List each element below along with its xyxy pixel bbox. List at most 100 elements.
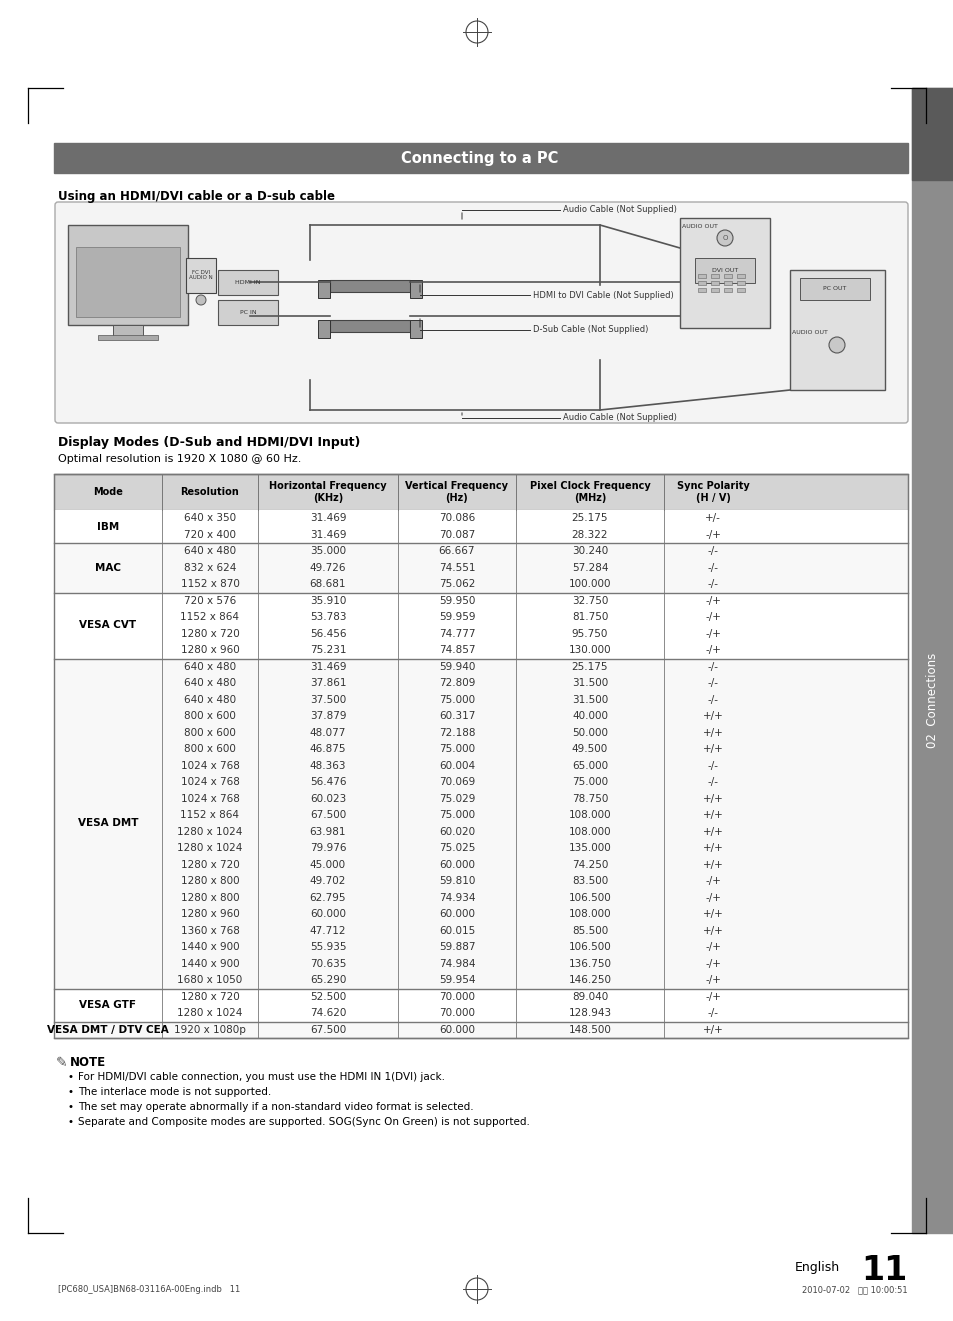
Text: 60.000: 60.000 xyxy=(438,909,475,919)
Text: 1360 x 768: 1360 x 768 xyxy=(180,926,239,935)
Text: -/-: -/- xyxy=(707,761,718,770)
Text: 100.000: 100.000 xyxy=(568,579,611,589)
Text: 1280 x 960: 1280 x 960 xyxy=(180,909,239,919)
Bar xyxy=(737,273,744,277)
Text: +/+: +/+ xyxy=(702,926,722,935)
Text: 75.025: 75.025 xyxy=(438,843,475,853)
Text: 1280 x 800: 1280 x 800 xyxy=(180,876,239,886)
Text: +/+: +/+ xyxy=(702,909,722,919)
Bar xyxy=(723,273,731,277)
Text: +/+: +/+ xyxy=(702,827,722,836)
Text: 31.469: 31.469 xyxy=(310,662,346,672)
Text: 74.777: 74.777 xyxy=(438,629,475,639)
Bar xyxy=(710,288,719,292)
Bar xyxy=(698,288,705,292)
Text: •: • xyxy=(68,1073,74,1082)
Text: 45.000: 45.000 xyxy=(310,860,346,869)
Text: 800 x 600: 800 x 600 xyxy=(184,711,235,721)
Bar xyxy=(218,269,277,295)
Text: The interlace mode is not supported.: The interlace mode is not supported. xyxy=(78,1087,271,1096)
Bar xyxy=(68,225,188,325)
Text: 60.023: 60.023 xyxy=(310,794,346,803)
Text: DVI OUT: DVI OUT xyxy=(711,267,738,272)
Text: AUDIO OUT: AUDIO OUT xyxy=(791,329,827,334)
Text: 640 x 480: 640 x 480 xyxy=(184,678,235,688)
Text: 1280 x 720: 1280 x 720 xyxy=(180,860,239,869)
Bar xyxy=(54,510,907,543)
Text: 72.188: 72.188 xyxy=(438,728,475,737)
Text: -/+: -/+ xyxy=(704,530,720,540)
Text: 135.000: 135.000 xyxy=(568,843,611,853)
Text: 1680 x 1050: 1680 x 1050 xyxy=(177,975,242,985)
Text: Mode: Mode xyxy=(93,487,123,497)
Text: 85.500: 85.500 xyxy=(571,926,607,935)
Text: 720 x 576: 720 x 576 xyxy=(184,596,236,606)
Text: 30.240: 30.240 xyxy=(571,547,607,556)
Text: 1024 x 768: 1024 x 768 xyxy=(180,777,239,787)
Text: 59.950: 59.950 xyxy=(438,596,475,606)
Circle shape xyxy=(828,337,844,353)
Text: 75.029: 75.029 xyxy=(438,794,475,803)
Text: 46.875: 46.875 xyxy=(310,744,346,754)
Bar xyxy=(218,300,277,325)
Text: Sync Polarity
(H / V): Sync Polarity (H / V) xyxy=(676,481,749,503)
Text: 70.000: 70.000 xyxy=(438,992,475,1001)
Bar xyxy=(54,474,907,510)
Text: 74.620: 74.620 xyxy=(310,1008,346,1018)
Bar xyxy=(54,988,907,1021)
Text: •: • xyxy=(68,1102,74,1112)
Text: 49.702: 49.702 xyxy=(310,876,346,886)
Text: HDMI to DVI Cable (Not Supplied): HDMI to DVI Cable (Not Supplied) xyxy=(533,291,673,300)
Text: 60.000: 60.000 xyxy=(310,909,346,919)
Text: -/+: -/+ xyxy=(704,893,720,902)
Text: 832 x 624: 832 x 624 xyxy=(184,563,236,573)
Text: 65.000: 65.000 xyxy=(572,761,607,770)
Text: 720 x 400: 720 x 400 xyxy=(184,530,235,540)
Text: For HDMI/DVI cable connection, you must use the HDMI IN 1(DVI) jack.: For HDMI/DVI cable connection, you must … xyxy=(78,1073,444,1082)
Text: -/+: -/+ xyxy=(704,629,720,639)
Text: 67.500: 67.500 xyxy=(310,1025,346,1034)
Text: 106.500: 106.500 xyxy=(568,942,611,952)
Bar xyxy=(54,543,907,593)
Text: 67.500: 67.500 xyxy=(310,810,346,820)
Text: 70.635: 70.635 xyxy=(310,959,346,968)
Bar xyxy=(330,280,410,292)
Bar xyxy=(54,143,907,173)
Text: 48.363: 48.363 xyxy=(310,761,346,770)
Text: 74.551: 74.551 xyxy=(438,563,475,573)
Text: 148.500: 148.500 xyxy=(568,1025,611,1034)
Text: Display Modes (D-Sub and HDMI/DVI Input): Display Modes (D-Sub and HDMI/DVI Input) xyxy=(58,436,360,449)
Text: 1280 x 1024: 1280 x 1024 xyxy=(177,843,242,853)
Bar xyxy=(317,280,330,299)
Text: -/-: -/- xyxy=(707,563,718,573)
Text: 37.861: 37.861 xyxy=(310,678,346,688)
Text: 60.000: 60.000 xyxy=(438,860,475,869)
Text: FC DVI
AUDIO N: FC DVI AUDIO N xyxy=(189,269,213,280)
Text: 60.004: 60.004 xyxy=(438,761,475,770)
Text: -/-: -/- xyxy=(707,579,718,589)
Text: •: • xyxy=(68,1118,74,1127)
Text: 1280 x 960: 1280 x 960 xyxy=(180,645,239,655)
Text: 60.317: 60.317 xyxy=(438,711,475,721)
Text: 108.000: 108.000 xyxy=(568,810,611,820)
Text: 50.000: 50.000 xyxy=(572,728,607,737)
Text: 66.667: 66.667 xyxy=(438,547,475,556)
Text: 108.000: 108.000 xyxy=(568,909,611,919)
Circle shape xyxy=(195,295,206,305)
Text: Separate and Composite modes are supported. SOG(Sync On Green) is not supported.: Separate and Composite modes are support… xyxy=(78,1118,529,1127)
Text: 48.077: 48.077 xyxy=(310,728,346,737)
Bar xyxy=(789,269,884,390)
Text: 74.984: 74.984 xyxy=(438,959,475,968)
Text: 57.284: 57.284 xyxy=(571,563,608,573)
Text: VESA CVT: VESA CVT xyxy=(79,621,136,630)
Text: 35.000: 35.000 xyxy=(310,547,346,556)
Bar xyxy=(186,258,215,293)
Text: O: O xyxy=(721,235,727,240)
Text: •: • xyxy=(68,1087,74,1096)
Text: 62.795: 62.795 xyxy=(310,893,346,902)
Text: 75.000: 75.000 xyxy=(438,810,475,820)
Bar xyxy=(330,320,410,332)
Text: +/+: +/+ xyxy=(702,794,722,803)
Text: VESA DMT / DTV CEA: VESA DMT / DTV CEA xyxy=(47,1025,169,1034)
Text: 108.000: 108.000 xyxy=(568,827,611,836)
